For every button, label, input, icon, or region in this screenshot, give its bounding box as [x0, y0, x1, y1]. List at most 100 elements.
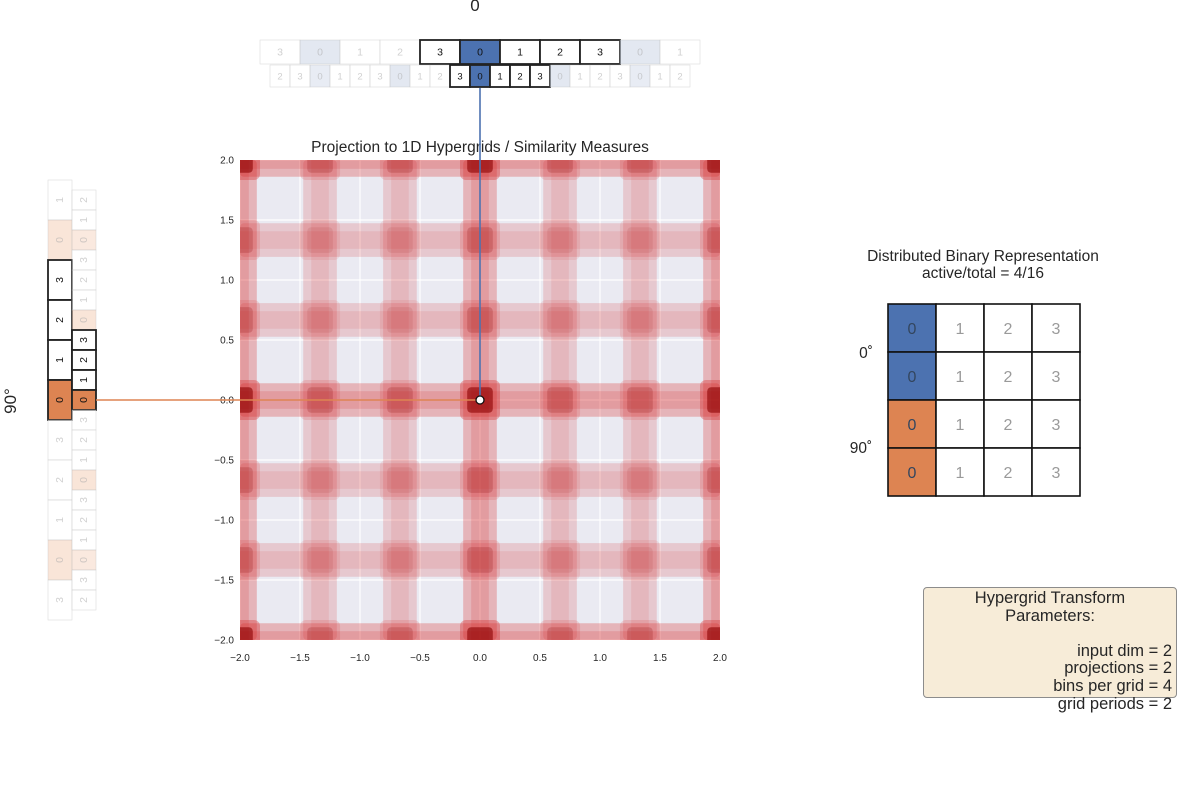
y-tick-label: 2.0 — [220, 156, 234, 167]
strip-cell-label: 0 — [637, 72, 642, 83]
similarity-blob-core — [387, 627, 413, 640]
strip-cell-label: 0 — [78, 477, 90, 483]
binary-cell-label: 2 — [1004, 465, 1013, 482]
y-tick-label: 1.0 — [220, 276, 234, 287]
top-angle-label: 0 — [470, 0, 479, 15]
binary-cell-label: 2 — [1004, 417, 1013, 434]
similarity-blob-core — [707, 160, 720, 173]
similarity-blob — [540, 160, 581, 180]
binary-cell-label: 3 — [1052, 369, 1061, 386]
strip-cell-label: 1 — [417, 72, 422, 83]
x-tick-label: 0.0 — [473, 653, 487, 664]
strip-cell — [47, 459, 73, 501]
strip-cell-label: 2 — [78, 357, 90, 363]
strip-cell-label: 1 — [677, 47, 683, 59]
binary-cell-label: 2 — [1004, 321, 1013, 338]
similarity-blob-core — [707, 387, 720, 413]
binary-cell-label: 3 — [1052, 417, 1061, 434]
horizontal-similarity-band — [240, 463, 720, 497]
similarity-blob-core — [547, 467, 573, 493]
strip-cell-label: 3 — [54, 277, 66, 283]
similarity-blob — [619, 620, 660, 640]
strip-cell — [339, 39, 381, 65]
strip-cell-label: 0 — [477, 47, 483, 59]
similarity-blob-core — [387, 307, 413, 333]
binary-cell-label: 1 — [956, 321, 965, 338]
input-point — [475, 395, 485, 405]
similarity-blob — [700, 539, 720, 580]
similarity-blob-core — [307, 467, 333, 493]
binary-cell — [935, 447, 985, 497]
similarity-blob-core — [627, 160, 653, 173]
y-tick-label: 1.5 — [220, 216, 234, 227]
parameters-box: Hypergrid Transform Parameters: input di… — [923, 587, 1177, 712]
binary-cell — [935, 351, 985, 401]
similarity-blob — [619, 160, 660, 180]
similarity-blob-core — [307, 160, 333, 173]
y-axis-ticks: 2.0 1.5 1.0 0.5 0.0 −0.5 −1.0 −1.5 −2.0 — [214, 156, 234, 647]
strip-cell-label: 1 — [497, 72, 502, 83]
strip-cell-label: 0 — [78, 557, 90, 563]
strip-cell-label: 2 — [78, 277, 90, 283]
similarity-blob-core — [240, 547, 253, 573]
horizontal-similarity-core — [240, 471, 720, 489]
binary-cell-label: 1 — [956, 369, 965, 386]
similarity-blob-core — [307, 227, 333, 253]
strip-cell-label: 0 — [54, 237, 66, 243]
strip-cell-label: 3 — [377, 72, 382, 83]
x-tick-label: −1.0 — [350, 653, 370, 664]
binary-cell-label: 1 — [956, 465, 965, 482]
strip-cell-label: 2 — [357, 72, 362, 83]
strip-cell-label: 1 — [54, 357, 66, 363]
strip-cell-label: 3 — [597, 47, 603, 59]
strip-cell-label: 2 — [557, 47, 563, 59]
similarity-blob — [240, 539, 260, 580]
strip-cell-label: 3 — [78, 417, 90, 423]
binary-subtitle: active/total = 4/16 — [922, 265, 1044, 282]
vertical-similarity-core — [551, 160, 569, 640]
y-tick-label: −2.0 — [214, 636, 234, 647]
strip-cell-label: 1 — [78, 217, 90, 223]
similarity-blob-core — [627, 227, 653, 253]
similarity-blob — [460, 539, 500, 580]
strip-cell — [669, 64, 691, 88]
strip-cell-label: 0 — [397, 72, 402, 83]
similarity-blob-core — [387, 227, 413, 253]
strip-cell-label: 1 — [517, 47, 523, 59]
binary-cell-label: 2 — [1004, 369, 1013, 386]
y-tick-label: −0.5 — [214, 456, 234, 467]
similarity-blob — [540, 380, 581, 420]
similarity-blob — [619, 539, 660, 580]
similarity-blob-core — [467, 627, 493, 640]
strip-cell — [47, 579, 73, 621]
similarity-blob-core — [627, 387, 653, 413]
binary-cell — [1031, 447, 1081, 497]
strip-cell-label: 3 — [617, 72, 622, 83]
strip-cell-label: 3 — [78, 577, 90, 583]
strip-cell — [539, 39, 581, 65]
param-grid-periods: grid periods = 2 — [1057, 694, 1172, 713]
strip-cell-label: 3 — [297, 72, 302, 83]
strip-cell-label: 2 — [517, 72, 522, 83]
similarity-blob-core — [707, 227, 720, 253]
similarity-blob-core — [547, 227, 573, 253]
left-projection-strips: 1 0 3 2 1 0 3 2 1 0 3 2 1 0 3 2 1 0 3 2 1 0 3 2 1 0 3 2 1 0 3 2 — [47, 179, 97, 621]
binary-cell-label: 3 — [1052, 321, 1061, 338]
binary-cell — [887, 351, 937, 401]
y-tick-label: −1.5 — [214, 576, 234, 587]
left-angle-label: 90° — [1, 388, 20, 414]
similarity-blob-core — [627, 547, 653, 573]
similarity-blob — [240, 460, 260, 501]
param-input-dim: input dim = 2 — [1077, 641, 1172, 660]
similarity-blob — [540, 299, 581, 340]
similarity-blob-core — [627, 627, 653, 640]
similarity-blob — [460, 460, 500, 501]
similarity-blob-core — [387, 547, 413, 573]
strip-cell-label: 2 — [78, 597, 90, 603]
strip-cell-label: 1 — [54, 197, 66, 203]
param-bins-per-grid: bins per grid = 4 — [1053, 676, 1172, 695]
strip-cell-label: 2 — [677, 72, 682, 83]
strip-cell — [47, 379, 73, 421]
x-tick-label: 2.0 — [713, 653, 727, 664]
similarity-blob-core — [240, 160, 253, 173]
